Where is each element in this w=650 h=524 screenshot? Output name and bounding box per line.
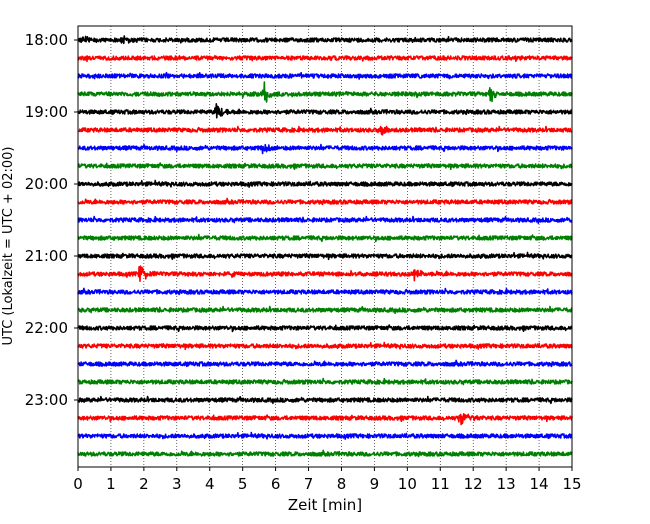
- x-tick-label: 0: [73, 475, 83, 493]
- trace-18:00: [77, 35, 573, 45]
- x-tick-label: 13: [497, 475, 516, 493]
- trace-21:30: [77, 287, 573, 296]
- trace-19:45: [77, 162, 573, 171]
- trace-23:15: [77, 413, 573, 426]
- traces: [77, 35, 573, 458]
- trace-23:30: [77, 431, 573, 440]
- trace-19:30: [77, 143, 573, 155]
- trace-21:45: [77, 305, 573, 315]
- x-tick-label: 12: [464, 475, 483, 493]
- y-tick-label: 22:00: [25, 319, 68, 337]
- trace-22:45: [77, 377, 573, 386]
- y-tick-label: 21:00: [25, 247, 68, 265]
- trace-23:00: [77, 395, 573, 405]
- x-tick-label: 2: [139, 475, 149, 493]
- trace-18:15: [77, 54, 573, 63]
- x-tick-label: 6: [271, 475, 281, 493]
- trace-22:15: [77, 341, 573, 351]
- x-tick-label: 9: [370, 475, 380, 493]
- y-tick-label: 20:00: [25, 175, 68, 193]
- trace-20:45: [77, 233, 573, 243]
- trace-20:30: [77, 215, 573, 225]
- trace-20:15: [77, 197, 573, 206]
- trace-18:30: [77, 71, 573, 80]
- y-tick-label: 23:00: [25, 391, 68, 409]
- trace-19:00: [77, 103, 573, 119]
- trace-18:45: [77, 81, 573, 103]
- x-tick-label: 8: [337, 475, 347, 493]
- y-tick-label: 19:00: [25, 103, 68, 121]
- x-tick-label: 1: [106, 475, 116, 493]
- trace-21:00: [77, 251, 573, 261]
- x-axis-ticks: 0 1 2 3 4 5 6 7 8 9 10 11 12 13 14 15: [73, 467, 582, 493]
- x-tick-label: 14: [530, 475, 549, 493]
- trace-21:15: [77, 265, 573, 282]
- x-tick-label: 11: [431, 475, 450, 493]
- trace-20:00: [77, 179, 573, 188]
- trace-19:15: [77, 125, 573, 136]
- x-tick-label: 3: [172, 475, 182, 493]
- trace-22:30: [77, 359, 573, 368]
- x-tick-label: 7: [304, 475, 314, 493]
- y-tick-label: 18:00: [25, 31, 68, 49]
- x-tick-label: 10: [398, 475, 417, 493]
- x-axis-label: Zeit [min]: [288, 496, 362, 514]
- x-tick-label: 5: [238, 475, 248, 493]
- trace-22:00: [77, 324, 573, 333]
- y-axis-ticks: 18:00 19:00 20:00 21:00 22:00 23:00: [25, 31, 78, 409]
- trace-23:45: [77, 449, 573, 458]
- y-axis-label: UTC (Lokalzeit = UTC + 02:00): [1, 147, 16, 346]
- x-tick-label: 15: [562, 475, 581, 493]
- x-tick-label: 4: [205, 475, 215, 493]
- plot-frame: [77, 25, 573, 468]
